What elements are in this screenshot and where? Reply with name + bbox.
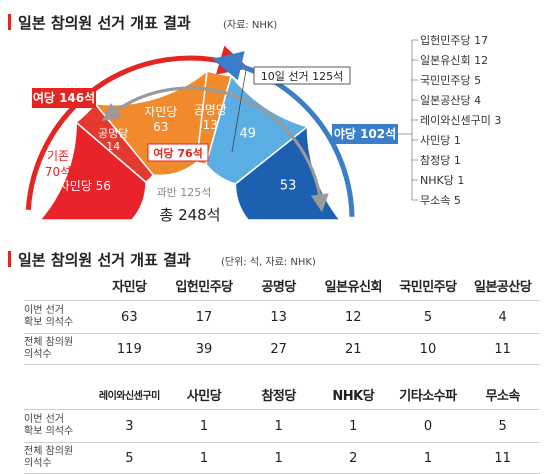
table-cell: 1 [390, 442, 466, 474]
slice-label-outer-komeito-name: 공명당 [98, 127, 128, 140]
party-header: 일본공산당 [473, 279, 532, 295]
table-title: 일본 참의원 선거 개표 결과 [18, 251, 191, 269]
slice-label-jiminto-name: 자민당 [144, 105, 177, 119]
table-row-this-election: 이번 선거 확보 의석수 3 1 1 1 0 5 [24, 409, 540, 443]
row-label-total: 전체 참의원 의석수 [24, 333, 92, 365]
opposition-arrow-badge [332, 124, 398, 144]
table-cell: 4 [465, 300, 540, 334]
results-table: 자민당 입헌민주당 공명당 일본유신회 국민민주당 일본공산당 이번 선거 확보 의석수 63 1… [24, 270, 540, 474]
majority-label: 과반 125석 [157, 186, 212, 199]
slice-label-outer-jiminto: 자민당 56 [59, 179, 111, 193]
table-cell: 11 [465, 333, 540, 365]
table-row-this-election: 이번 선거 확보 의석수 63 17 13 12 5 4 [24, 300, 540, 334]
table-cell: 12 [315, 300, 391, 334]
table-cell: 17 [166, 300, 242, 334]
table-subtitle: (단위: 석, 자료: NHK) [221, 255, 316, 268]
table-cell: 63 [92, 300, 167, 334]
table-cell: 10 [390, 333, 466, 365]
table-cell: 1 [166, 442, 242, 474]
row-label-this-election: 이번 선거 확보 의석수 [24, 300, 92, 334]
table-cell: 27 [241, 333, 316, 365]
election-pointer-line [231, 69, 247, 153]
party-header: NHK당 [332, 388, 375, 404]
opposition-arrow-label: 야당 102석 [334, 126, 396, 141]
party-header: 국민민주당 [399, 279, 457, 295]
table-cell: 1 [315, 409, 391, 443]
table-title-marker [8, 251, 11, 267]
breakdown-item: NHK당 1 [420, 174, 464, 187]
outer-ring-label-b: 70석 [45, 165, 71, 179]
title-marker [8, 14, 11, 30]
party-header: 일본유신회 [324, 279, 383, 295]
ruling-arrow [25, 45, 249, 210]
ruling-arrow-label: 여당 146석 [33, 90, 95, 105]
total-label: 총 248석 [160, 206, 221, 224]
table-cell: 39 [166, 333, 242, 365]
table-cell: 2 [315, 442, 391, 474]
slice-label-opp1-value: 49 [240, 127, 257, 142]
table-cell: 13 [241, 300, 316, 334]
breakdown-item: 무소속 5 [420, 194, 461, 207]
slice-label-komeito-value: 13 [203, 118, 218, 132]
breakdown-item: 사민당 1 [420, 134, 461, 147]
election-arrow-badge [253, 66, 351, 85]
party-header: 기타소수파 [399, 388, 457, 404]
party-header: 입헌민주당 [175, 279, 233, 295]
party-header: 무소속 [485, 388, 520, 404]
row-label-total: 전체 참의원 의석수 [24, 442, 92, 474]
table-cell: 1 [166, 409, 242, 443]
breakdown-item: 일본공산당 4 [420, 93, 481, 107]
outer-ring-label-a: 기존 [47, 149, 69, 163]
ruling-total-label: 여당 76석 [153, 146, 203, 160]
row-label-this-election: 이번 선거 확보 의석수 [24, 409, 92, 443]
slice-label-komeito-name: 공명당 [194, 103, 227, 117]
table-row-total: 전체 참의원 의석수 119 39 27 21 10 11 [24, 333, 540, 365]
breakdown-item: 국민민주당 5 [420, 74, 481, 87]
ruling-total-badge [147, 143, 209, 162]
table-cell: 3 [92, 409, 167, 443]
table-cell: 1 [241, 409, 316, 443]
table-cell: 5 [465, 409, 540, 443]
slice-label-outer-komeito-value: 14 [106, 140, 120, 153]
table-cell: 11 [465, 442, 540, 474]
table-cell: 21 [315, 333, 391, 365]
table-cell: 0 [390, 409, 466, 443]
table-header-blank [24, 379, 92, 410]
party-header: 참정당 [261, 388, 296, 404]
table-cell: 5 [92, 442, 167, 474]
slice-label-opp2-value: 53 [280, 179, 297, 194]
table-header-blank [24, 270, 92, 301]
table-cell: 1 [241, 442, 316, 474]
chart-source: (자료: NHK) [223, 19, 277, 31]
table-section-title: 일본 참의원 선거 개표 결과 (단위: 석, 자료: NHK) [8, 248, 548, 274]
center-hole [132, 220, 248, 250]
party-header: 공명당 [261, 279, 296, 295]
election-arrow-label: 10일 선거 125석 [261, 69, 343, 83]
party-header: 레이와신센구미 [98, 390, 160, 402]
party-header: 자민당 [112, 279, 147, 295]
party-header: 사민당 [186, 388, 222, 404]
election-arrow-back [102, 86, 323, 204]
table-cell: 5 [390, 300, 466, 334]
breakdown-item: 입헌민주당 17 [420, 34, 488, 47]
table-cell: 119 [92, 333, 167, 365]
breakdown-item: 레이와신센구미 3 [420, 114, 501, 127]
breakdown-item: 참정당 1 [420, 154, 461, 167]
seat-chart: 일본 참의원 선거 개표 결과 (자료: NHK) 자민당63공명당134953… [8, 14, 502, 250]
ruling-arrow-badge [32, 88, 96, 108]
chart-title: 일본 참의원 선거 개표 결과 [18, 14, 191, 32]
slice-label-jiminto-value: 63 [153, 120, 168, 134]
table-row-total: 전체 참의원 의석수 5 1 1 2 1 11 [24, 442, 540, 474]
breakdown-item: 일본유신회 12 [420, 53, 488, 67]
